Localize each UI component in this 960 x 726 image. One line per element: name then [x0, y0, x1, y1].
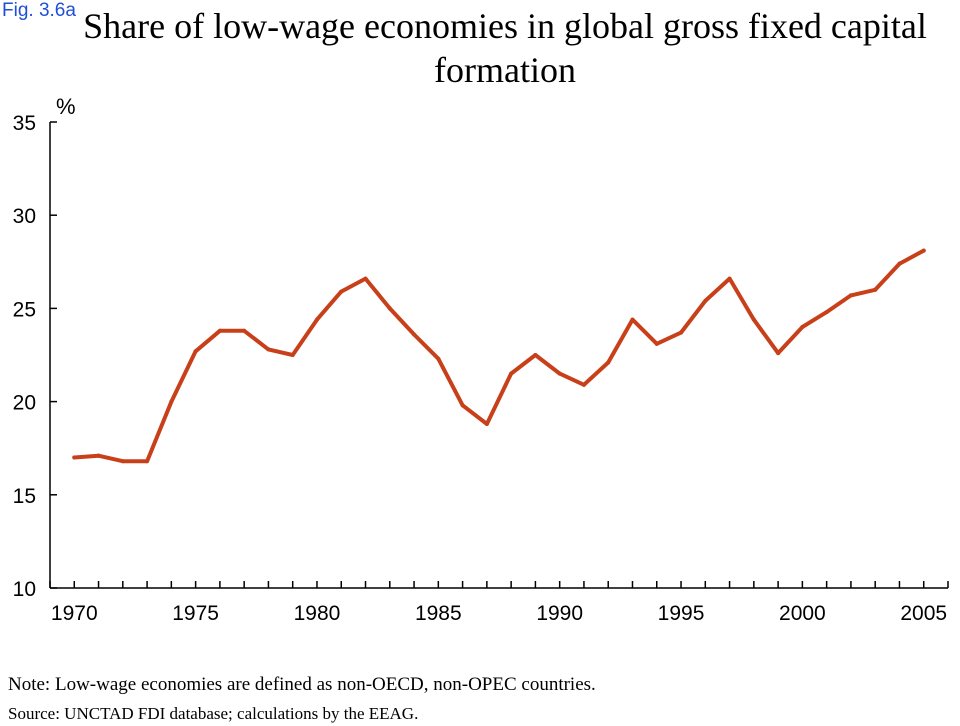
- data-point: [848, 293, 853, 298]
- data-point: [921, 248, 926, 253]
- data-point: [679, 330, 684, 335]
- y-tick-label: 10: [13, 578, 36, 601]
- y-tick-label: 15: [13, 485, 36, 508]
- data-point: [96, 453, 101, 458]
- series-line: [72, 248, 926, 464]
- data-point: [120, 459, 125, 464]
- x-tick-label: 1995: [658, 602, 705, 625]
- y-axis-unit-label: %: [56, 94, 76, 119]
- chart-source: Source: UNCTAD FDI database; calculation…: [8, 704, 419, 723]
- x-tick-label: 1975: [172, 602, 219, 625]
- data-point: [169, 399, 174, 404]
- data-point: [533, 353, 538, 357]
- data-point: [654, 341, 659, 346]
- data-point: [751, 317, 756, 322]
- data-point: [217, 328, 222, 333]
- data-point: [242, 328, 247, 333]
- x-tick-label: 1990: [536, 602, 583, 625]
- data-point: [824, 310, 829, 315]
- x-tick-label: 1985: [415, 602, 462, 625]
- y-tick-label: 20: [13, 392, 36, 415]
- data-point: [266, 347, 271, 352]
- x-tick-label: 1980: [294, 602, 341, 625]
- data-point: [314, 317, 319, 322]
- data-point: [145, 459, 150, 464]
- data-point: [460, 403, 465, 408]
- y-tick-label: 25: [13, 298, 36, 321]
- line-chart: 10 15 20 25 30 35 1970 1975 1980 1985 1990 1995 200…: [13, 94, 949, 625]
- x-tick-label: 2005: [900, 602, 947, 625]
- data-point: [557, 371, 562, 376]
- x-tick-labels: 1970 1975 1980 1985 1990 1995 2000 2005: [51, 602, 947, 625]
- data-point: [800, 325, 805, 330]
- chart-title: Share of low-wage economies in global gr…: [83, 6, 927, 90]
- data-point: [630, 317, 635, 322]
- data-point: [72, 455, 77, 460]
- data-point: [290, 353, 295, 357]
- data-point: [387, 306, 392, 311]
- y-tick-label: 35: [13, 112, 36, 135]
- chart-axes: [49, 121, 949, 589]
- data-point: [703, 298, 708, 303]
- data-point: [193, 349, 198, 354]
- y-tick-label: 30: [13, 205, 36, 228]
- data-point: [412, 332, 417, 337]
- data-point: [509, 371, 514, 376]
- chart-note: Note: Low-wage economies are defined as …: [8, 674, 596, 695]
- figure-label: Fig. 3.6a: [2, 0, 76, 21]
- x-tick-label: 1970: [51, 602, 98, 625]
- data-point: [727, 276, 732, 281]
- data-point: [363, 276, 368, 281]
- data-point: [606, 360, 611, 365]
- data-point: [484, 421, 489, 426]
- series-group: [72, 248, 926, 464]
- y-tick-labels: 10 15 20 25 30 35: [13, 112, 36, 601]
- data-point: [581, 382, 586, 387]
- data-point: [436, 356, 441, 361]
- data-point: [339, 289, 344, 294]
- x-tick-label: 2000: [779, 602, 826, 625]
- data-point: [897, 261, 902, 266]
- data-point: [873, 287, 878, 292]
- data-point: [776, 351, 781, 356]
